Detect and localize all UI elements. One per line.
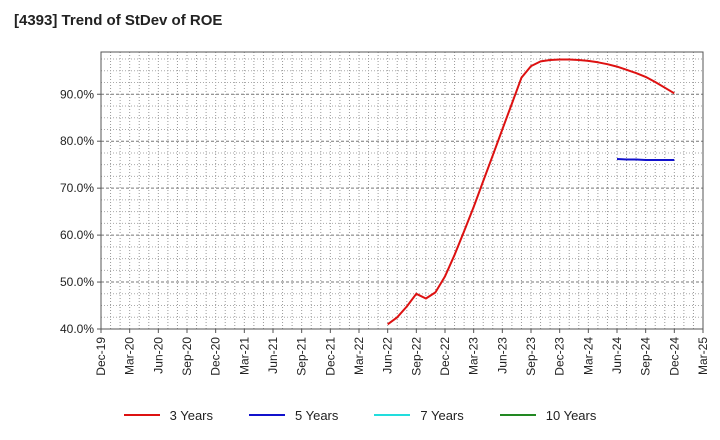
x-tick-label: Sep-23 xyxy=(524,337,538,376)
x-tick-label: Jun-21 xyxy=(266,337,280,374)
y-tick-label: 80.0% xyxy=(60,134,94,148)
series-lines xyxy=(387,58,675,326)
x-tick-label: Sep-21 xyxy=(295,337,309,376)
legend-label: 7 Years xyxy=(420,407,464,423)
x-tick-label: Mar-22 xyxy=(352,337,366,375)
x-tick-label: Jun-24 xyxy=(610,337,624,374)
legend-label: 10 Years xyxy=(545,407,597,423)
y-tick-label: 60.0% xyxy=(60,228,94,242)
legend-swatch xyxy=(249,414,285,416)
plot-area xyxy=(100,51,704,330)
x-tick-label: Dec-20 xyxy=(209,337,223,376)
series-line-5-years xyxy=(616,158,675,161)
x-tick-label: Dec-23 xyxy=(553,337,567,376)
x-tick-label: Mar-24 xyxy=(581,337,595,375)
legend-label: 3 Years xyxy=(169,407,213,423)
legend-item-7-years: 7 Years xyxy=(374,407,464,423)
y-tick-label: 90.0% xyxy=(60,87,94,101)
x-tick-label: Dec-22 xyxy=(438,337,452,376)
x-tick-label: Sep-20 xyxy=(180,337,194,376)
y-tick-label: 40.0% xyxy=(60,322,94,336)
x-axis: Dec-19 Mar-20 Jun-20 Sep-20 Dec-20 Mar-21 Jun-… xyxy=(94,329,710,376)
x-tick-label: Mar-20 xyxy=(123,337,137,375)
series-line-3-years xyxy=(387,58,675,326)
legend-swatch xyxy=(499,414,536,416)
legend: 3 Years 5 Years 7 Years 10 Years xyxy=(0,404,720,426)
y-tick-label: 50.0% xyxy=(60,275,94,289)
x-tick-label: Dec-19 xyxy=(94,337,108,376)
x-tick-label: Sep-24 xyxy=(639,337,653,376)
legend-swatch xyxy=(123,414,160,416)
chart-title: [4393] Trend of StDev of ROE xyxy=(14,12,223,29)
legend-label: 5 Years xyxy=(295,407,339,423)
y-tick-label: 70.0% xyxy=(60,181,94,195)
y-axis: 40.0% 50.0% 60.0% 70.0% 80.0% 90.0% xyxy=(60,87,101,336)
x-tick-label: Mar-23 xyxy=(467,337,481,375)
x-tick-label: Mar-21 xyxy=(237,337,251,375)
legend-swatch xyxy=(374,414,411,416)
legend-item-10-years: 10 Years xyxy=(499,407,597,423)
legend-item-3-years: 3 Years xyxy=(123,407,213,423)
grid xyxy=(100,52,704,330)
x-tick-label: Jun-22 xyxy=(381,337,395,374)
legend-item-5-years: 5 Years xyxy=(249,408,338,423)
x-tick-label: Dec-21 xyxy=(323,337,337,376)
x-tick-label: Dec-24 xyxy=(667,337,681,376)
x-tick-label: Mar-25 xyxy=(696,337,710,375)
x-tick-label: Jun-23 xyxy=(495,337,509,374)
x-tick-label: Jun-20 xyxy=(151,337,165,374)
x-tick-label: Sep-22 xyxy=(409,337,423,376)
